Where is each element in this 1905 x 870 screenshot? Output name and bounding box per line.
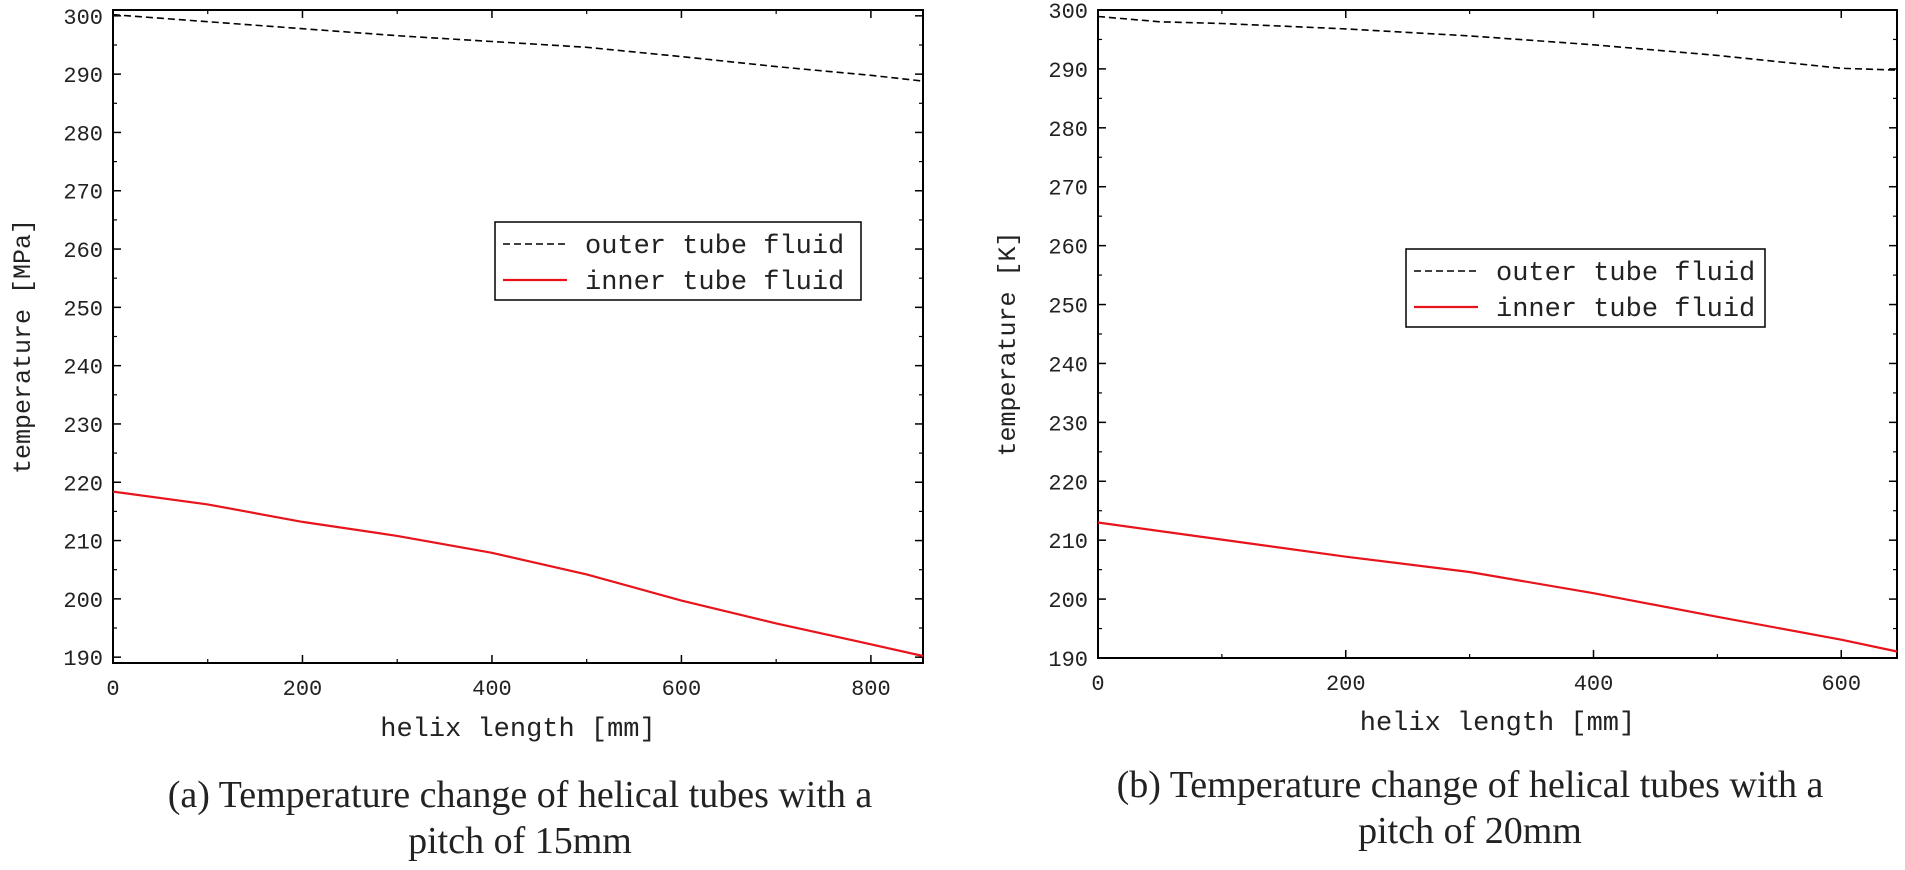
x-tick-label: 400 [472,677,512,702]
y-tick-label: 260 [63,239,103,264]
y-tick-label: 300 [63,6,103,31]
y-tick-label: 270 [63,181,103,206]
y-tick-label: 240 [63,356,103,381]
outer-tube-fluid-line [112,13,924,82]
y-tick-label: 250 [63,297,103,322]
inner-tube-fluid-line [1097,521,1898,653]
y-tick-label: 290 [63,64,103,89]
legend-label: outer tube fluid [1496,259,1755,289]
caption-a: (a) Temperature change of helical tubes … [70,772,970,864]
legend-box [1405,248,1766,328]
x-tick-label: 600 [662,677,702,702]
x-tick-label: 0 [1091,672,1104,697]
x-tick-label: 200 [1326,672,1366,697]
x-tick-label: 800 [851,677,891,702]
plot-frame [112,9,924,664]
y-tick-label: 190 [63,647,103,672]
caption-b-line-1: (b) Temperature change of helical tubes … [1116,764,1824,806]
caption-b-line-2: pitch of 20mm [1358,810,1582,852]
legend-label: inner tube fluid [1496,295,1755,325]
y-tick-label: 270 [1048,177,1088,202]
caption-a-line-2: pitch of 15mm [408,820,632,862]
chart-b: 0 200 400 600 190 200 210 220 230 240 250 260 270 280… [994,0,1898,739]
y-axis-label: temperature [K] [994,231,1023,456]
y-tick-label: 240 [1048,353,1088,378]
inner-tube-fluid-line [112,490,924,658]
caption-b: (b) Temperature change of helical tubes … [1060,762,1880,854]
y-tick-label: 230 [63,414,103,439]
y-tick-label: 290 [1048,59,1088,84]
outer-tube-fluid-line [1097,15,1898,71]
legend-label: inner tube fluid [585,268,844,298]
y-tick-label: 220 [1048,471,1088,496]
legend-box [494,221,862,301]
x-tick-label: 400 [1574,672,1614,697]
y-tick-label: 190 [1048,648,1088,673]
chart-a: 0 200 400 600 800 190 200 210 220 230 240 250 260 270… [9,6,924,745]
y-tick-label: 210 [1048,530,1088,555]
caption-a-line-1: (a) Temperature change of helical tubes … [167,774,873,816]
y-tick-label: 200 [1048,589,1088,614]
y-tick-label: 260 [1048,236,1088,261]
y-tick-label: 280 [63,122,103,147]
x-tick-label: 0 [106,677,119,702]
x-axis-label: helix length [mm] [380,715,655,745]
y-tick-label: 300 [1048,0,1088,25]
plot-frame [1097,9,1898,659]
y-tick-label: 250 [1048,295,1088,320]
y-axis-label: temperature [MPa] [9,219,38,474]
y-tick-label: 200 [63,589,103,614]
y-tick-label: 280 [1048,118,1088,143]
y-tick-label: 220 [63,472,103,497]
x-tick-label: 600 [1821,672,1861,697]
x-axis-label: helix length [mm] [1360,709,1635,739]
legend-label: outer tube fluid [585,232,844,262]
x-tick-label: 200 [283,677,323,702]
y-tick-label: 230 [1048,412,1088,437]
y-tick-label: 210 [63,531,103,556]
